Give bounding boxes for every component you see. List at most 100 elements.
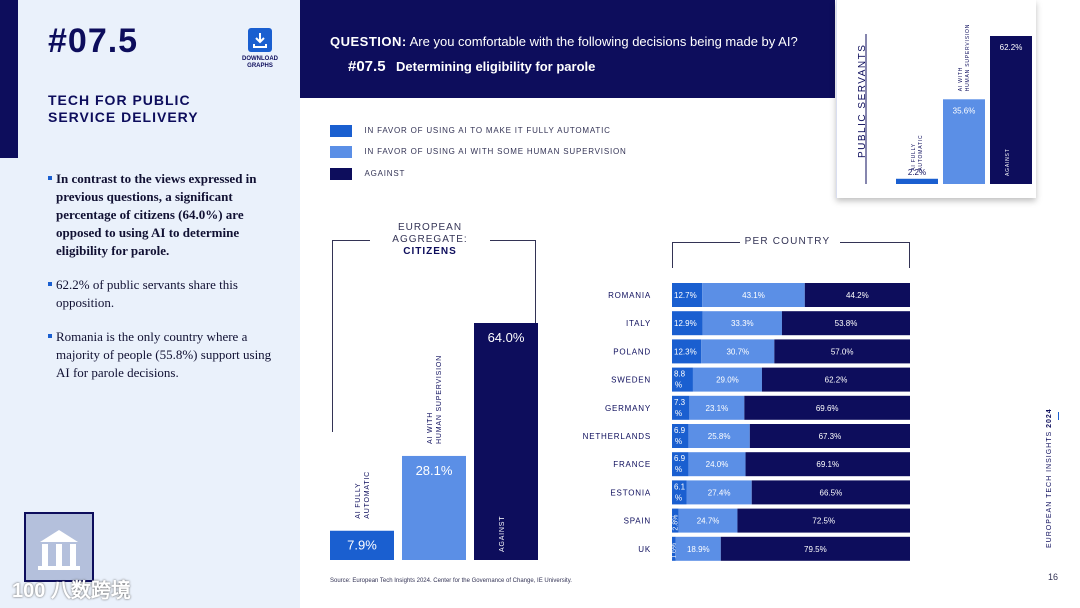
segment-value-label: % (675, 493, 682, 502)
bar-category-label: AGAINST (1005, 148, 1011, 176)
bar-category-label-line: AGAINST (499, 516, 506, 552)
bar-category-label: AI FULLYAUTOMATIC (911, 135, 924, 171)
segment-value-label: 66.5% (820, 488, 843, 497)
legend-label: IN FAVOR OF USING AI TO MAKE IT FULLY AU… (364, 126, 611, 136)
question-label: QUESTION: (330, 34, 407, 49)
bar-value-label: 2.2% (908, 168, 926, 177)
country-segment-supervision (702, 283, 805, 307)
country-segment-automatic (672, 283, 703, 307)
country-segment-against (749, 424, 910, 448)
question-line: QUESTION: Are you comfortable with the f… (330, 34, 798, 49)
side-label-text: EUROPEAN TECH INSIGHTS (1046, 430, 1053, 548)
question-text: Are you comfortable with the following d… (409, 34, 798, 49)
bar-category-label-line: AUTOMATIC (364, 471, 371, 519)
segment-value-label: 30.7% (726, 347, 749, 356)
legend-swatch (330, 145, 352, 158)
country-segment-supervision (689, 395, 745, 420)
left-panel: #07.5 DOWNLOAD GRAPHS TECH FOR PUBLIC SE… (0, 0, 300, 608)
segment-value-label: 62.2% (825, 376, 848, 385)
segment-value-label: % (675, 465, 682, 474)
country-segment-supervision (702, 311, 782, 336)
segment-value-label: 23.1% (706, 404, 729, 413)
segment-value-label: 24.0% (706, 460, 729, 469)
bar-against (990, 36, 1032, 184)
segment-value-label: 57.0% (831, 347, 854, 356)
segment-value-label: 12.7% (674, 291, 697, 300)
country-segment-automatic (672, 536, 676, 561)
segment-value-label: 43.1% (742, 291, 765, 300)
bar-value-label: 7.9% (347, 538, 377, 553)
segment-value-label: 6.9 (674, 454, 686, 463)
bar-supervision (943, 99, 985, 184)
institution-logo (24, 512, 94, 582)
bar-category-label: AGAINST (499, 516, 506, 552)
source-note: Source: European Tech Insights 2024. Cen… (330, 578, 572, 584)
country-label: FRANCE (613, 460, 651, 469)
country-label: GERMANY (605, 404, 651, 413)
subquestion-number: #07.5 (348, 58, 386, 75)
bar-category-label-line: AI FULLY (911, 143, 917, 171)
country-segment-against (751, 480, 910, 505)
segment-value-label: 67.3% (819, 432, 842, 441)
legend-swatch (330, 124, 352, 137)
segment-value-label: 1.6% (671, 543, 678, 559)
country-segment-automatic (672, 424, 689, 448)
country-segment-supervision (675, 536, 721, 561)
segment-value-label: 12.9% (674, 319, 697, 328)
country-segment-automatic (672, 367, 693, 392)
segment-value-label: 44.2% (846, 291, 869, 300)
country-label: UK (638, 545, 651, 554)
segment-value-label: 12.3% (674, 347, 697, 356)
bar-value-label: 28.1% (416, 463, 453, 478)
segment-value-label: 29.0% (716, 376, 739, 385)
side-divider (1058, 412, 1059, 420)
download-icon (248, 28, 272, 52)
download-graphs-button[interactable]: DOWNLOAD GRAPHS (238, 28, 282, 70)
section-title: TECH FOR PUBLIC SERVICE DELIVERY (48, 92, 199, 125)
bar-category-label-line: AUTOMATIC (918, 135, 924, 171)
country-segment-automatic (672, 395, 690, 420)
country-segment-supervision (688, 452, 746, 477)
country-segment-automatic (672, 452, 689, 477)
country-label: NETHERLANDS (583, 432, 651, 441)
legend-item-supervision: IN FAVOR OF USING AI WITH SOME HUMAN SUP… (330, 143, 627, 158)
segment-value-label: 79.5% (804, 545, 827, 554)
segment-value-label: % (675, 437, 682, 446)
country-segment-automatic (672, 508, 679, 533)
bar-category-label-line: AI FULLY (355, 483, 362, 519)
country-segment-automatic (672, 311, 703, 336)
legend-item-against: AGAINST (330, 165, 405, 180)
segment-value-label: % (675, 409, 682, 418)
segment-value-label: % (675, 381, 682, 390)
country-segment-supervision (686, 480, 752, 505)
segment-value-label: 8.8 (674, 370, 686, 379)
bar-category-label-line: AGAINST (1005, 148, 1011, 176)
country-label: SWEDEN (611, 376, 651, 385)
segment-value-label: 27.4% (708, 488, 731, 497)
legend-swatch (330, 167, 352, 180)
country-label: ITALY (626, 319, 651, 328)
country-label: ESTONIA (610, 488, 651, 497)
bar-automatic (330, 530, 394, 560)
segment-value-label: 7.3 (674, 398, 686, 407)
country-segment-automatic (672, 339, 702, 364)
segment-value-label: 69.1% (816, 460, 839, 469)
left-accent-bar (0, 0, 18, 158)
legend-label: IN FAVOR OF USING AI WITH SOME HUMAN SUP… (364, 147, 627, 157)
segment-value-label: 25.8% (708, 432, 731, 441)
country-segment-against (720, 536, 910, 561)
subquestion-text: Determining eligibility for parole (396, 59, 596, 74)
bar-category-label-line: HUMAN SUPERVISION (965, 24, 971, 91)
aggregate-title-line: EUROPEAN (397, 222, 463, 233)
segment-value-label: 69.6% (816, 404, 839, 413)
question-header: QUESTION: Are you comfortable with the f… (300, 0, 835, 98)
side-label-year: 2024 (1046, 408, 1053, 428)
bullet-item: Romania is the only country where a majo… (48, 328, 273, 382)
watermark-text: 100 八数跨境 (12, 580, 131, 602)
legend-item-automatic: IN FAVOR OF USING AI TO MAKE IT FULLY AU… (330, 122, 611, 137)
country-label: ROMANIA (608, 291, 651, 300)
country-segment-supervision (688, 424, 750, 448)
